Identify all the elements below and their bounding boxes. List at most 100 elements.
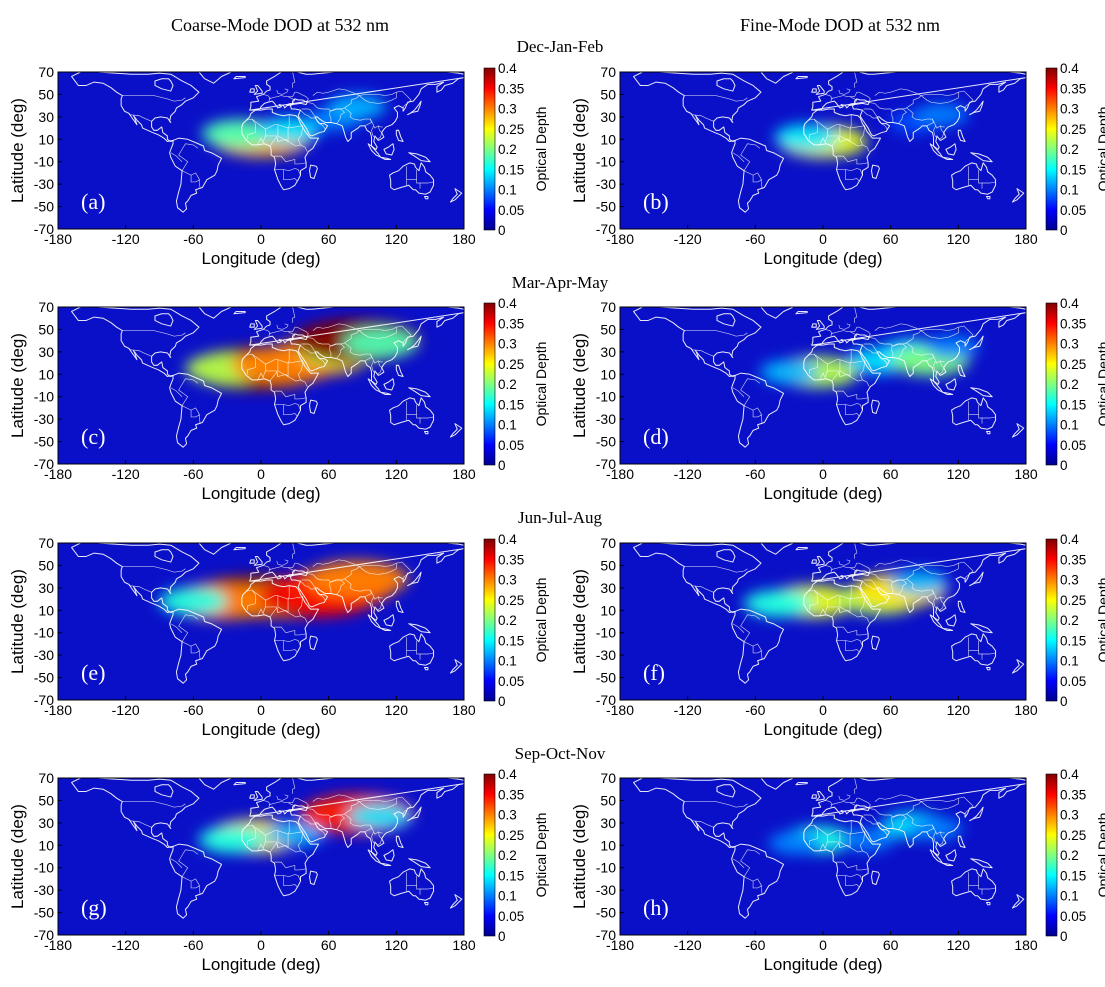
colorbar-tick-label: 0: [1060, 223, 1068, 238]
colorbar: [1046, 539, 1057, 701]
colorbar-tick-label: 0.15: [1060, 397, 1086, 412]
y-tick-label: 50: [38, 792, 54, 808]
y-tick-label: 10: [600, 366, 616, 382]
colorbar-tick-label: 0.4: [1060, 767, 1079, 782]
y-tick-label: -30: [34, 411, 54, 427]
y-tick-label: -30: [596, 647, 616, 663]
y-tick-label: -50: [34, 905, 54, 921]
colorbar-tick-label: 0.4: [1060, 532, 1079, 547]
colorbar-tick-label: 0.2: [498, 142, 517, 157]
colorbar-tick-label: 0: [1060, 929, 1068, 944]
colorbar-tick-label: 0: [498, 929, 506, 944]
x-axis-label: Longitude (deg): [201, 720, 320, 739]
y-tick-label: 50: [600, 557, 616, 573]
colorbar-label: Optical Depth: [533, 342, 549, 427]
colorbar-tick-label: 0.35: [498, 552, 524, 567]
colorbar-tick-label: 0.35: [1060, 81, 1086, 96]
season-title: Jun-Jul-Aug: [518, 508, 603, 527]
panel-label: (h): [643, 895, 669, 920]
y-tick-label: -30: [34, 647, 54, 663]
y-tick-label: 70: [600, 64, 616, 80]
colorbar-tick-label: 0.1: [1060, 183, 1079, 198]
y-tick-label: 70: [38, 299, 54, 315]
x-tick-label: 120: [947, 702, 971, 718]
x-axis-label: Longitude (deg): [201, 955, 320, 974]
y-tick-label: -10: [596, 154, 616, 170]
colorbar-tick-label: 0.3: [1060, 573, 1079, 588]
x-tick-label: -180: [44, 466, 72, 482]
colorbar-tick-label: 0.05: [1060, 674, 1086, 689]
x-tick-label: 0: [819, 937, 827, 953]
x-tick-label: 180: [452, 466, 476, 482]
x-tick-label: -180: [606, 702, 634, 718]
x-tick-label: -180: [44, 231, 72, 247]
panel-h: (h) 70 50 30 10 -10 -30 -50 -70-180 -120 -60 0 60 120…: [570, 767, 1105, 974]
y-tick-label: 10: [600, 131, 616, 147]
x-tick-label: 60: [321, 702, 337, 718]
x-axis-label: Longitude (deg): [763, 720, 882, 739]
x-axis-label: Longitude (deg): [763, 484, 882, 503]
x-axis-label: Longitude (deg): [201, 249, 320, 268]
colorbar-tick-label: 0.4: [498, 296, 517, 311]
axes-frame: [57, 777, 465, 936]
colorbar-tick-label: 0: [1060, 694, 1068, 709]
colorbar-tick-label: 0.4: [1060, 296, 1079, 311]
y-tick-label: -70: [596, 221, 616, 237]
y-tick-label: -50: [34, 670, 54, 686]
colorbar-tick-label: 0.15: [498, 162, 524, 177]
colorbar-tick-label: 0.1: [498, 183, 517, 198]
x-tick-label: 180: [452, 702, 476, 718]
panel-d: (d) 70 50 30 10 -10 -30 -50 -70-180 -120 -60 0 60 120…: [570, 296, 1105, 503]
x-tick-label: 180: [1014, 466, 1038, 482]
y-tick-label: 10: [38, 837, 54, 853]
axes-frame: [619, 777, 1027, 936]
colorbar: [1046, 774, 1057, 936]
colorbar-tick-label: 0.2: [1060, 377, 1079, 392]
y-tick-label: 10: [600, 602, 616, 618]
y-axis-label: Latitude (deg): [570, 569, 589, 674]
colorbar-tick-label: 0.25: [498, 122, 524, 137]
y-tick-label: 70: [38, 64, 54, 80]
dust-hotspot: [327, 94, 386, 119]
panel-label: (c): [81, 424, 105, 449]
x-axis-label: Longitude (deg): [201, 484, 320, 503]
colorbar-tick-label: 0.15: [498, 633, 524, 648]
dust-hotspot: [909, 816, 963, 840]
x-tick-label: -180: [606, 466, 634, 482]
x-tick-label: 180: [452, 937, 476, 953]
colorbar-tick-label: 0.3: [498, 573, 517, 588]
colorbar-tick-label: 0.1: [498, 418, 517, 433]
panel-g: (g) 70 50 30 10 -10 -30 -50 -70-180 -120 -60 0 60 120…: [8, 767, 549, 974]
panel-a: (a) 70 50 30 10 -10 -30 -50 -70-180 -120 -60 0 60 120…: [8, 61, 549, 268]
x-tick-label: 60: [883, 466, 899, 482]
x-tick-label: -180: [44, 702, 72, 718]
colorbar-tick-label: 0.2: [498, 848, 517, 863]
panel-label: (e): [81, 660, 105, 685]
y-axis-label: Latitude (deg): [8, 333, 27, 438]
y-tick-label: 70: [38, 535, 54, 551]
x-axis-label: Longitude (deg): [763, 955, 882, 974]
y-axis-label: Latitude (deg): [8, 98, 27, 203]
y-tick-label: 70: [600, 770, 616, 786]
colorbar-tick-label: 0.05: [498, 909, 524, 924]
y-tick-label: -70: [34, 692, 54, 708]
colorbar-tick-label: 0.1: [1060, 889, 1079, 904]
y-tick-label: -50: [596, 434, 616, 450]
y-tick-label: 10: [600, 837, 616, 853]
x-tick-label: -60: [183, 702, 203, 718]
y-axis-label: Latitude (deg): [570, 333, 589, 438]
x-tick-label: 0: [819, 702, 827, 718]
y-tick-label: 70: [600, 299, 616, 315]
colorbar-tick-label: 0.2: [498, 613, 517, 628]
colorbar-tick-label: 0.25: [498, 593, 524, 608]
y-tick-label: -70: [596, 692, 616, 708]
x-tick-label: -120: [674, 466, 702, 482]
colorbar-label: Optical Depth: [1095, 342, 1105, 427]
x-tick-label: 60: [883, 937, 899, 953]
x-tick-label: -60: [745, 702, 765, 718]
y-tick-label: -10: [596, 389, 616, 405]
panel-grid: Dec-Jan-Feb Mar-Apr-May Jun-Jul-Aug Sep-Oct…: [8, 37, 1105, 974]
x-tick-label: 180: [1014, 702, 1038, 718]
colorbar-tick-label: 0.25: [1060, 122, 1086, 137]
